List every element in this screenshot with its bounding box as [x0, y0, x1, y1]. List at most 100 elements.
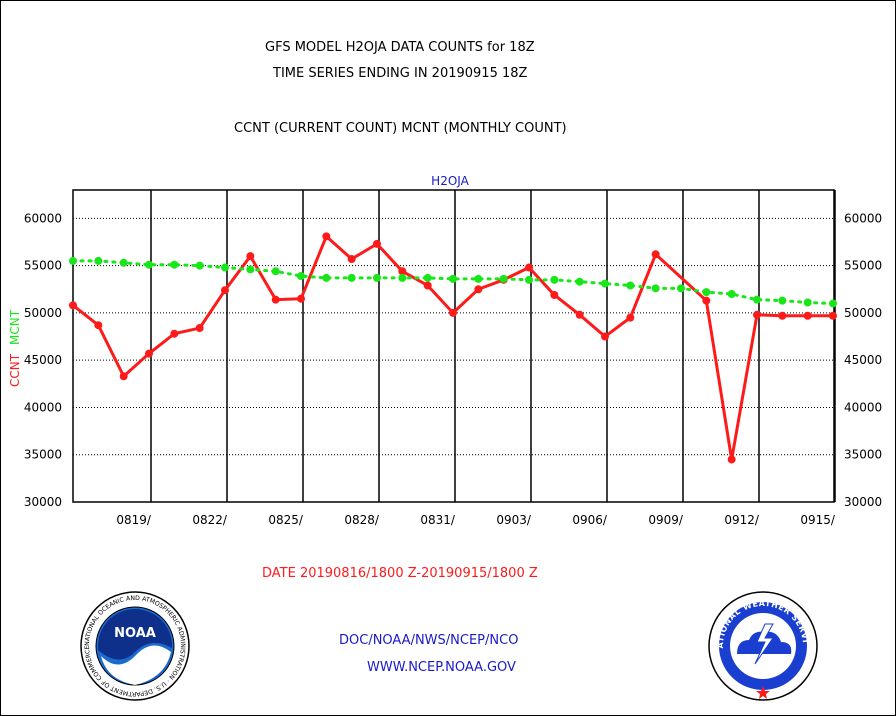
data-point-mcnt: [423, 273, 432, 282]
data-point-ccnt: [398, 267, 407, 276]
data-point-ccnt: [778, 311, 787, 320]
data-point-mcnt: [246, 265, 255, 274]
x-tick-label: 0819/: [116, 513, 152, 527]
data-point-ccnt: [448, 308, 457, 317]
x-tick-label: 0915/: [800, 513, 836, 527]
chart-header-line1: GFS MODEL H2OJA DATA COUNTS for 18Z: [265, 40, 535, 55]
data-point-mcnt: [94, 256, 103, 265]
data-point-ccnt: [626, 313, 635, 322]
y-tick-label-right: 50000: [844, 306, 882, 320]
data-point-mcnt: [828, 299, 837, 308]
data-point-mcnt: [347, 273, 356, 282]
ylabel-ccnt: CCNT: [8, 353, 22, 387]
data-point-mcnt: [752, 295, 761, 304]
data-point-mcnt: [322, 273, 331, 282]
ylabel-mcnt: MCNT: [8, 309, 22, 345]
chart-area: H2OJA 30000 30000 35000 35000 40000 40000 4500…: [8, 174, 882, 527]
axis-layer: 30000 30000 35000 35000 40000 40000 45000 45000…: [24, 189, 882, 527]
data-point-mcnt: [398, 273, 407, 282]
data-point-ccnt: [296, 294, 305, 303]
data-point-mcnt: [778, 296, 787, 305]
data-point-ccnt: [246, 252, 255, 261]
data-point-ccnt: [195, 324, 204, 333]
y-tick-label-left: 35000: [24, 448, 62, 462]
data-point-mcnt: [69, 256, 77, 265]
x-tick-label: 0906/: [572, 513, 608, 527]
data-point-ccnt: [752, 310, 761, 319]
data-point-mcnt: [676, 284, 685, 293]
data-point-mcnt: [372, 273, 381, 282]
x-tick-label: 0825/: [268, 513, 304, 527]
org-label: DOC/NOAA/NWS/NCEP/NCO: [339, 633, 519, 648]
data-point-mcnt: [626, 281, 635, 290]
y-tick-label-left: 45000: [24, 353, 62, 367]
y-tick-label-left: 60000: [24, 211, 62, 225]
data-point-ccnt: [550, 290, 559, 299]
y-tick-label-left: 50000: [24, 306, 62, 320]
y-tick-label-right: 30000: [844, 495, 882, 509]
data-point-ccnt: [271, 295, 280, 304]
data-point-mcnt: [600, 279, 609, 288]
data-point-mcnt: [550, 275, 559, 284]
data-point-mcnt: [271, 267, 280, 276]
data-point-mcnt: [220, 263, 229, 272]
nws-logo: NATIONAL WEATHER SERVICE: [707, 590, 818, 701]
data-point-ccnt: [575, 310, 584, 319]
data-point-mcnt: [575, 277, 584, 286]
series-line-ccnt: [71, 234, 835, 461]
x-tick-label: 0903/: [496, 513, 532, 527]
y-tick-label-left: 30000: [24, 495, 62, 509]
data-point-mcnt: [499, 274, 508, 283]
data-point-mcnt: [524, 275, 533, 284]
y-tick-label-left: 55000: [24, 259, 62, 273]
data-point-ccnt: [322, 232, 331, 241]
noaa-logo: NOAA NATIONAL OCEANIC AND ATMOSPHERIC AD…: [80, 591, 190, 701]
data-point-ccnt: [524, 263, 533, 272]
y-tick-label-right: 60000: [844, 211, 882, 225]
chart-header-line2: TIME SERIES ENDING IN 20190915 18Z: [273, 66, 528, 81]
y-tick-label-right: 40000: [844, 400, 882, 414]
y-tick-label-right: 45000: [844, 353, 882, 367]
plot-frame: [72, 189, 835, 503]
data-point-ccnt: [94, 321, 103, 330]
data-point-ccnt: [474, 285, 483, 294]
data-point-mcnt: [195, 261, 204, 270]
data-point-ccnt: [828, 311, 837, 320]
data-point-mcnt: [727, 290, 736, 298]
data-point-mcnt: [803, 298, 812, 307]
data-point-ccnt: [220, 286, 229, 295]
data-point-mcnt: [651, 284, 660, 293]
url-link[interactable]: WWW.NCEP.NOAA.GOV: [367, 660, 516, 675]
noaa-logo-text: NOAA: [114, 626, 156, 641]
data-point-mcnt: [474, 274, 483, 283]
data-point-mcnt: [296, 272, 305, 281]
y-tick-label-right: 35000: [844, 448, 882, 462]
data-point-ccnt: [347, 255, 356, 264]
data-point-ccnt: [727, 455, 736, 464]
data-point-mcnt: [448, 274, 457, 283]
plot-title: H2OJA: [431, 174, 469, 188]
data-point-ccnt: [600, 332, 609, 341]
y-tick-label-left: 40000: [24, 400, 62, 414]
x-tick-label: 0822/: [192, 513, 228, 527]
series-layer: [69, 232, 837, 464]
data-point-ccnt: [702, 296, 711, 305]
data-point-mcnt: [144, 260, 153, 269]
data-point-ccnt: [372, 239, 381, 248]
y-tick-label-right: 55000: [844, 259, 882, 273]
data-point-ccnt: [144, 349, 153, 358]
data-point-ccnt: [651, 250, 660, 259]
data-point-mcnt: [119, 258, 128, 267]
data-point-ccnt: [423, 281, 432, 290]
grid-layer: [73, 190, 836, 502]
data-point-mcnt: [702, 288, 711, 297]
x-tick-label: 0909/: [648, 513, 684, 527]
x-tick-label: 0828/: [344, 513, 380, 527]
data-point-mcnt: [170, 260, 179, 269]
data-point-ccnt: [170, 329, 179, 338]
date-range-label: DATE 20190816/1800 Z-20190915/1800 Z: [262, 566, 538, 581]
data-point-ccnt: [119, 372, 128, 381]
data-point-ccnt: [803, 311, 812, 320]
chart-header-line3: CCNT (CURRENT COUNT) MCNT (MONTHLY COUNT…: [234, 121, 567, 136]
data-point-ccnt: [69, 301, 77, 310]
